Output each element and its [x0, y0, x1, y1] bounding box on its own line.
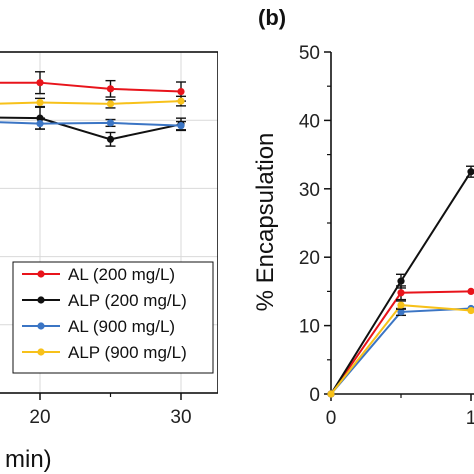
panel-a-series: [0, 71, 186, 147]
legend-label: AL (200 mg/L): [68, 265, 175, 284]
panel-b-y-tick-label: 10: [299, 317, 320, 338]
panel-b-y-tick-label: 40: [299, 111, 320, 132]
panel-a-line-al-900-mg-l: [0, 121, 182, 127]
panel-b-point-alp-900-mg-l: [397, 301, 405, 309]
legend-entry-alp-200-mg-l: ALP (200 mg/L): [22, 291, 187, 310]
legend-box: [12, 261, 214, 374]
panel-b-series-alp-200-mg-l: [327, 165, 474, 398]
panel-b-point-al-900-mg-l: [397, 308, 405, 316]
panel-b-point-al-200-mg-l: [397, 289, 405, 297]
panel-a-line-alp-900-mg-l: [0, 100, 182, 105]
panel-a-point-alp-200-mg-l: [106, 135, 115, 143]
panel-b-y-tick-label: 50: [299, 43, 320, 64]
panel-b-series: [327, 165, 474, 398]
panel-a-point-al-900-mg-l: [177, 122, 185, 130]
legend-label: ALP (200 mg/L): [68, 291, 187, 310]
panel-b-point-alp-900-mg-l: [467, 306, 474, 315]
panel-b-point-alp-200-mg-l: [467, 168, 474, 176]
panel-a-point-alp-900-mg-l: [106, 100, 115, 108]
panel-b-series-alp-900-mg-l: [327, 300, 474, 398]
panel-b: (b) % Encapsulation 0 1 0 10 20 30 40 50: [252, 5, 474, 429]
panel-b-y-tick-label: 30: [299, 180, 320, 201]
panel-a-x-axis-title: min): [5, 446, 52, 473]
panel-b-line-al-900-mg-l: [330, 307, 472, 395]
panel-b-point-alp-200-mg-l: [397, 277, 405, 285]
panel-b-y-tick-labels: 0 10 20 30 40 50: [299, 43, 320, 406]
panel-a-series-al-900-mg-l: [0, 117, 186, 131]
panel-a: 20 30 AL (200 mg/L)ALP (200 mg/L)AL (900 …: [0, 51, 218, 473]
panel-a-x-tick-label: 30: [170, 407, 191, 428]
panel-a-point-al-200-mg-l: [36, 79, 44, 87]
legend-label: ALP (900 mg/L): [68, 343, 187, 362]
panel-b-series-al-900-mg-l: [327, 304, 474, 398]
panel-a-point-al-900-mg-l: [36, 120, 44, 128]
panel-b-x-tick-label: 1: [466, 408, 474, 429]
panel-a-series-alp-200-mg-l: [0, 106, 186, 147]
panel-b-label: (b): [258, 5, 286, 30]
panel-a-point-al-200-mg-l: [177, 87, 185, 96]
panel-a-line-alp-200-mg-l: [0, 116, 182, 141]
legend-label: AL (900 mg/L): [68, 317, 175, 336]
legend-entry-alp-900-mg-l: ALP (900 mg/L): [22, 343, 187, 362]
legend-swatch-marker: [37, 348, 45, 356]
legend-swatch-marker: [37, 270, 45, 278]
panel-b-point-al-200-mg-l: [467, 287, 474, 295]
legend: AL (200 mg/L) ALP (200 mg/L) AL (900 mg/L)…: [12, 261, 214, 374]
panel-b-line-alp-900-mg-l: [330, 304, 472, 395]
panel-a-ticks: 20 30: [29, 393, 192, 428]
panel-a-line-al-200-mg-l: [0, 81, 182, 93]
legend-entry-al-900-mg-l: AL (900 mg/L): [22, 317, 175, 336]
panel-a-x-tick-label: 20: [29, 407, 50, 428]
panel-b-x-tick-label: 0: [326, 408, 337, 429]
legend-swatch-marker: [37, 296, 45, 304]
panel-b-y-tick-label: 0: [309, 385, 320, 406]
panel-b-y-axis-title: % Encapsulation: [252, 133, 279, 312]
panel-a-series-al-200-mg-l: [0, 71, 186, 102]
panel-a-series-alp-900-mg-l: [0, 95, 186, 109]
panel-b-point-alp-900-mg-l: [327, 390, 335, 398]
legend-swatch-marker: [37, 322, 45, 330]
panel-a-point-al-900-mg-l: [106, 119, 115, 127]
panel-a-point-alp-900-mg-l: [177, 97, 185, 105]
panel-a-point-alp-900-mg-l: [36, 98, 44, 107]
panel-a-plot-frame: [0, 51, 218, 394]
legend-entry-al-200-mg-l: AL (200 mg/L): [22, 265, 175, 284]
panel-a-point-al-200-mg-l: [106, 85, 115, 93]
panel-b-y-tick-label: 20: [299, 248, 320, 269]
